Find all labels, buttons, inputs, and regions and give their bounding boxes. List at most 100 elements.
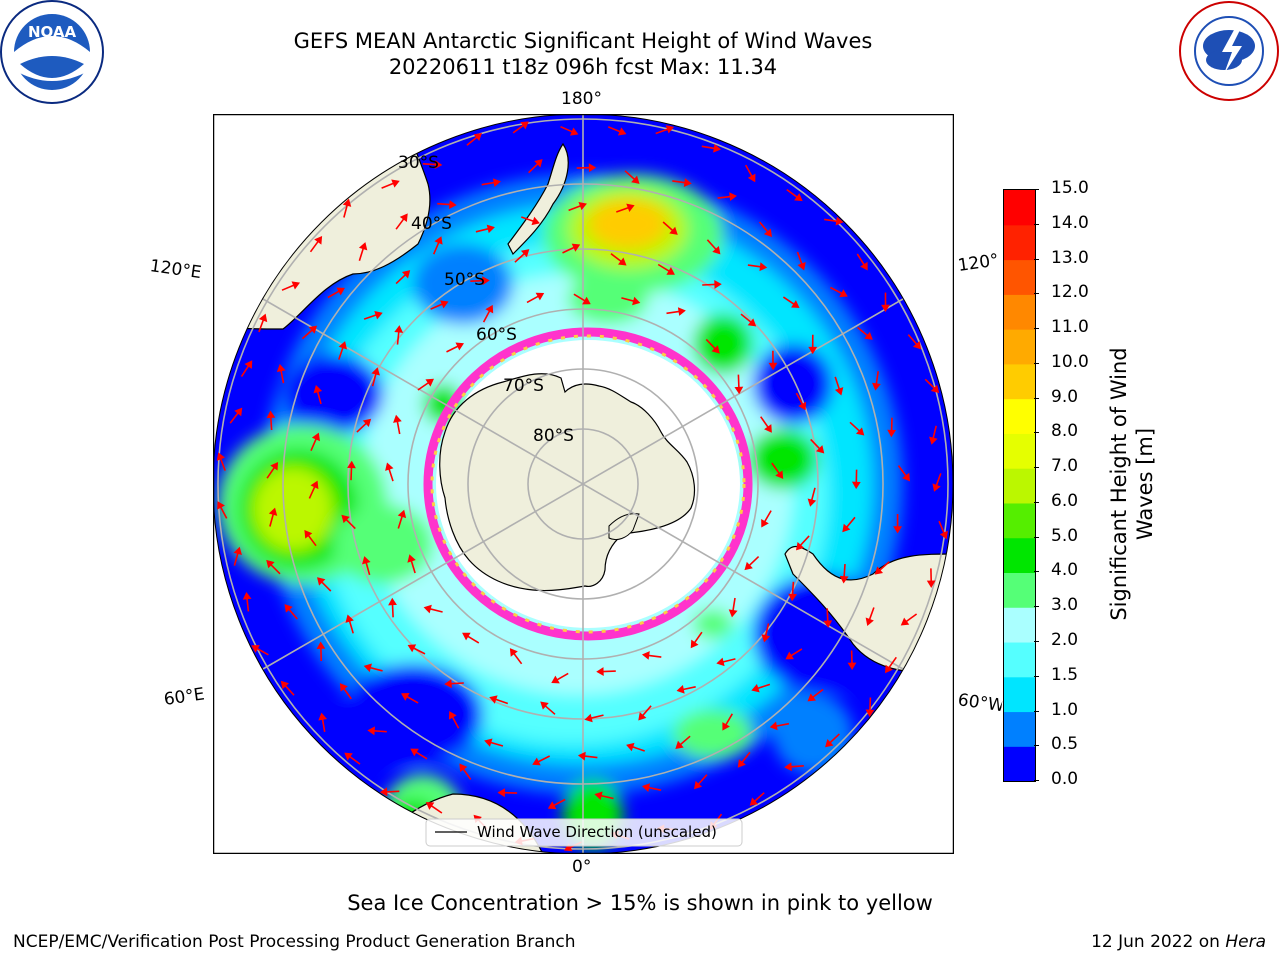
- colorbar-band: [1004, 468, 1035, 504]
- lon-label-120e: 120°E: [148, 256, 203, 284]
- wave-arrow-shaft: [717, 195, 731, 199]
- wave-arrow-shaft: [796, 251, 803, 265]
- wave-arrow-head: [394, 325, 404, 333]
- wave-arrow-head: [280, 680, 289, 690]
- wave-arrow-head: [711, 345, 720, 354]
- wave-arrow-shaft: [521, 216, 534, 222]
- colorbar-band: [1004, 572, 1035, 608]
- wave-arrow-shaft: [451, 716, 460, 729]
- wave-arrow-head: [311, 432, 320, 442]
- wave-arrow-head: [929, 436, 938, 445]
- wave-arrow-shaft: [513, 652, 523, 665]
- wave-arrow-shaft: [888, 656, 897, 669]
- wave-arrow-head: [448, 711, 457, 720]
- lat-label-60: 60°S: [476, 325, 517, 345]
- wave-arrow-head: [314, 236, 323, 245]
- colorbar-band: [1004, 190, 1035, 226]
- wave-arrow-shaft: [843, 564, 846, 578]
- wave-arrow-shaft: [590, 714, 604, 719]
- colorbar-tick-label: 10.0: [1051, 351, 1089, 372]
- wave-arrow-head: [577, 751, 586, 761]
- colorbar-tick-label: 2.0: [1051, 629, 1079, 650]
- colorbar-tick-label: 14.0: [1051, 212, 1089, 233]
- wave-arrow-head: [244, 360, 253, 369]
- wave-arrow-shaft: [924, 378, 936, 390]
- wave-arrow-head: [344, 752, 353, 761]
- wave-arrow-shaft: [795, 392, 804, 405]
- wave-arrow-shaft: [358, 248, 365, 261]
- wave-arrow-head: [749, 797, 759, 806]
- wave-arrow-shaft: [616, 206, 629, 213]
- colorbar-tick-mark: [1034, 223, 1039, 225]
- wave-arrow-shaft: [830, 286, 843, 295]
- wave-arrow-head: [455, 342, 465, 351]
- wave-arrow-head: [310, 480, 319, 490]
- colorbar-tick-mark: [1034, 397, 1039, 399]
- wave-arrow-shaft: [907, 334, 918, 345]
- wave-arrow-head: [266, 410, 276, 419]
- wave-arrow-head: [641, 651, 650, 660]
- wave-arrow-shaft: [744, 164, 753, 177]
- wave-arrow-head: [638, 712, 647, 721]
- wave-arrow-shaft: [430, 805, 443, 814]
- wave-arrow-head: [693, 780, 703, 790]
- colorbar-tick-label: 3.0: [1051, 595, 1079, 616]
- wave-arrow-shaft: [869, 697, 872, 711]
- wave-arrow-head: [385, 462, 394, 471]
- wave-arrow-head: [509, 648, 518, 657]
- map-panel: 30°S 40°S 50°S 60°S 70°S 80°S Wind Wave …: [212, 113, 955, 855]
- wave-arrow-head: [759, 262, 768, 272]
- wave-arrow-shaft: [753, 792, 765, 802]
- colorbar-tick-mark: [1034, 606, 1039, 608]
- wave-arrow-shaft: [562, 246, 575, 254]
- wave-arrow-shaft: [786, 188, 798, 198]
- wave-arrow-head: [473, 133, 482, 142]
- wave-arrow-head: [571, 243, 581, 252]
- wave-arrow-head: [932, 483, 941, 492]
- lat-label-70: 70°S: [503, 376, 544, 396]
- wave-arrow-head: [798, 401, 807, 411]
- wave-arrow-head: [434, 160, 443, 169]
- wave-arrow-shaft: [632, 746, 645, 752]
- colorbar-tick-mark: [1034, 745, 1039, 747]
- wave-arrow-shaft: [666, 310, 680, 315]
- wave-arrow-head: [258, 313, 268, 323]
- wave-arrow-shaft: [266, 466, 276, 479]
- wind-wave-arrows: [216, 121, 948, 852]
- wave-arrow-head: [716, 657, 725, 667]
- wave-arrow-head: [751, 684, 760, 693]
- antarctica: [439, 373, 696, 592]
- wave-arrow-shaft: [388, 468, 394, 482]
- wave-arrow-shaft: [810, 438, 821, 450]
- wave-arrow-shaft: [219, 506, 228, 519]
- wave-arrow-shaft: [432, 241, 440, 255]
- colorbar-tick-label: 12.0: [1051, 282, 1089, 303]
- wave-arrow-head: [784, 762, 792, 772]
- wave-arrow-shaft: [437, 202, 451, 206]
- wave-arrow-head: [374, 311, 383, 320]
- wave-arrow-shaft: [343, 204, 348, 218]
- wave-arrow-head: [900, 617, 910, 626]
- wave-arrow-shaft: [345, 518, 356, 530]
- wave-arrow-head: [584, 713, 593, 723]
- wave-arrow-head: [551, 675, 560, 684]
- wave-arrow-shaft: [343, 687, 352, 700]
- wave-arrow-head: [839, 289, 848, 298]
- wave-arrow-shaft: [897, 465, 907, 477]
- wave-arrow-shaft: [526, 295, 539, 304]
- wave-arrow-head: [410, 748, 419, 757]
- wave-arrow-head: [291, 281, 301, 290]
- wave-arrow-shaft: [829, 733, 840, 744]
- lon-label-60w: 60°W: [956, 690, 1003, 717]
- colorbar-band: [1004, 329, 1035, 365]
- map-legend: Wind Wave Direction (unscaled): [425, 818, 743, 847]
- wave-arrow-shaft: [327, 290, 340, 299]
- colorbar-tick-mark: [1034, 640, 1039, 642]
- nws-logo: [1178, 0, 1280, 102]
- colorbar-band: [1004, 363, 1035, 400]
- lat-label-30: 30°S: [398, 153, 439, 173]
- wave-arrow-head: [367, 726, 375, 736]
- wave-arrow-head: [251, 645, 260, 653]
- wave-arrow-shaft: [602, 670, 616, 673]
- colorbar-band: [1004, 676, 1035, 713]
